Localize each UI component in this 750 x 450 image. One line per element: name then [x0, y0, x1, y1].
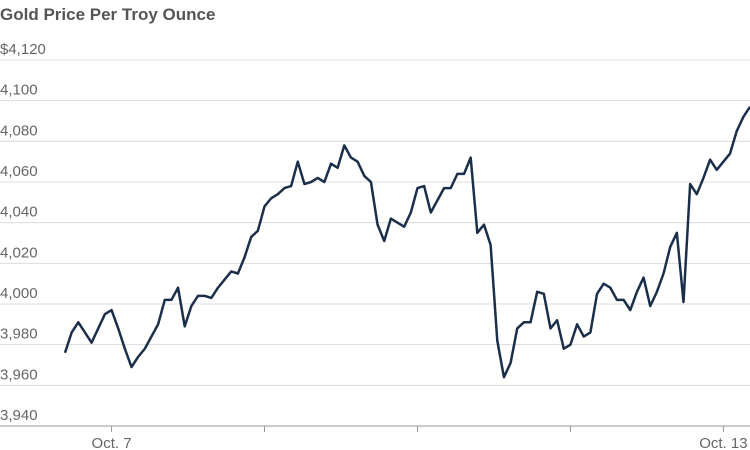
y-tick-label: 4,080: [0, 122, 38, 139]
y-tick-label: 4,060: [0, 163, 38, 180]
y-tick-label: 3,940: [0, 407, 38, 424]
y-tick-label: 4,020: [0, 244, 38, 261]
y-tick-label: 4,000: [0, 285, 38, 302]
y-tick-label: 4,100: [0, 82, 38, 99]
y-tick-label: 3,960: [0, 366, 38, 383]
x-tick-label: Oct. 7: [92, 435, 132, 450]
y-tick-label: $4,120: [0, 41, 46, 58]
y-tick-label: 3,980: [0, 326, 38, 343]
y-tick-label: 4,040: [0, 204, 38, 221]
price-line: [63, 106, 750, 379]
chart-title: Gold Price Per Troy Ounce: [0, 5, 215, 24]
x-tick-label: Oct. 13: [699, 435, 747, 450]
